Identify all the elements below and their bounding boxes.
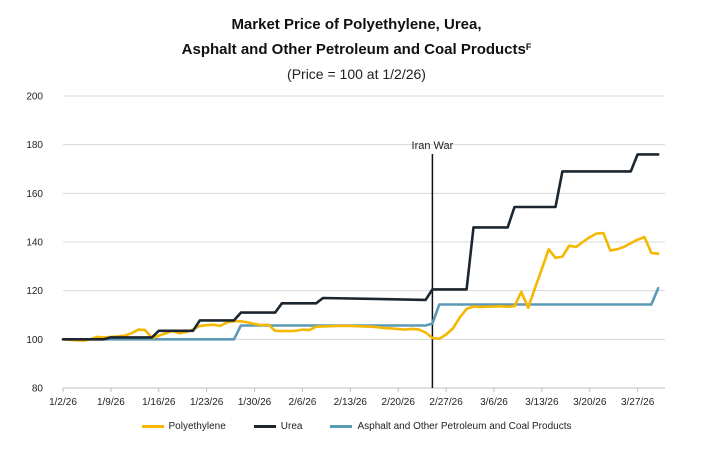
x-tick-label: 3/20/26 (573, 397, 607, 408)
x-tick-label: 1/9/26 (97, 397, 125, 408)
x-tick-label: 1/30/26 (238, 397, 272, 408)
legend-swatch (141, 425, 164, 428)
chart-title-line-2: Asphalt and Other Petroleum and Coal Pro… (181, 41, 532, 58)
y-tick-label: 80 (32, 384, 44, 395)
y-tick-label: 200 (26, 92, 43, 103)
x-tick-label: 1/2/26 (49, 397, 77, 408)
x-tick-label: 3/6/26 (480, 397, 508, 408)
series-lines (61, 153, 660, 342)
x-tick-label: 3/13/26 (525, 397, 559, 408)
legend-item: Asphalt and Other Petroleum and Coal Pro… (330, 421, 571, 432)
x-tick-label: 3/27/26 (621, 397, 655, 408)
y-tick-label: 100 (26, 335, 43, 346)
series-line-1 (61, 153, 660, 341)
y-tick-label: 120 (26, 286, 43, 297)
y-tick-label: 180 (26, 140, 43, 151)
x-tick-label: 2/6/26 (289, 397, 317, 408)
legend-label: Urea (280, 421, 303, 432)
legend-swatch (330, 425, 353, 428)
title-footnote-marker: F (525, 42, 532, 52)
x-tick-label: 2/13/26 (334, 397, 368, 408)
legend-item: Polyethylene (141, 421, 226, 432)
legend-item: Urea (253, 421, 303, 432)
series-line-2 (61, 286, 660, 341)
x-tick-label: 2/27/26 (429, 397, 463, 408)
legend-swatch (253, 425, 276, 428)
y-tick-label: 140 (26, 238, 43, 249)
grid-lines (63, 95, 665, 340)
chart-title-block: Market Price of Polyethylene, Urea, Asph… (0, 12, 713, 86)
x-tick-label: 1/16/26 (142, 397, 176, 408)
annotations: Iran War (412, 140, 454, 388)
chart-subtitle: (Price = 100 at 1/2/26) (287, 66, 426, 82)
annotation-label: Iran War (412, 140, 454, 152)
y-axis: 80 100 120 140 160 180 200 (26, 92, 43, 395)
chart-legend: Polyethylene Urea Asphalt and Other Petrol… (0, 421, 713, 432)
y-tick-label: 160 (26, 189, 43, 200)
legend-label: Asphalt and Other Petroleum and Coal Pro… (357, 421, 572, 432)
legend-label: Polyethylene (168, 421, 226, 432)
x-tick-label: 2/20/26 (382, 397, 416, 408)
series-line-0 (61, 231, 660, 342)
chart-title-line-1: Market Price of Polyethylene, Urea, (231, 16, 482, 33)
x-axis: 1/2/26 1/9/26 1/16/26 1/23/26 1/30/26 2/6/26 2… (49, 387, 665, 408)
x-tick-label: 1/23/26 (190, 397, 224, 408)
